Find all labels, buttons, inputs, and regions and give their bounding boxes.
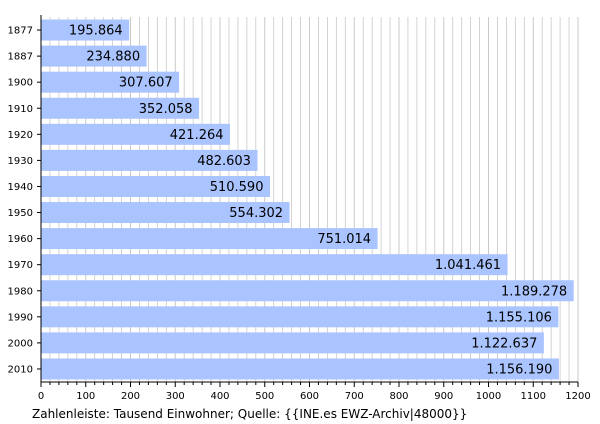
- y-tick-label: 1930: [8, 156, 33, 167]
- x-tick-label: 900: [434, 391, 453, 402]
- x-tick-label: 700: [345, 391, 364, 402]
- bar: [41, 280, 574, 302]
- bar-value-label: 307.607: [119, 76, 173, 91]
- x-tick-label: 500: [255, 391, 274, 402]
- bar-value-label: 195.864: [69, 24, 123, 39]
- bar: [41, 45, 147, 67]
- bar: [41, 306, 559, 328]
- x-tick-label: 400: [210, 391, 229, 402]
- y-tick-label: 1900: [8, 78, 33, 89]
- x-tick-label: 800: [389, 391, 408, 402]
- y-tick-label: 1887: [8, 52, 33, 63]
- bar: [41, 97, 200, 119]
- y-tick-label: 1940: [8, 182, 33, 193]
- labels: 195.864 1877 234.880 1887 307.607 1900 352.058…: [8, 24, 591, 402]
- y-tick-label: 1950: [8, 208, 33, 219]
- bar: [41, 254, 508, 276]
- bar-value-label: 1.041.461: [435, 258, 501, 273]
- bar-value-label: 1.189.278: [501, 284, 567, 299]
- bar-value-label: 352.058: [139, 102, 193, 117]
- y-tick-label: 2000: [8, 338, 33, 349]
- x-tick-label: 1200: [565, 391, 590, 402]
- bar-value-label: 554.302: [229, 206, 283, 221]
- bar-value-label: 421.264: [170, 128, 224, 143]
- bar: [41, 358, 559, 380]
- bar: [41, 202, 290, 224]
- bar: [41, 228, 378, 250]
- y-tick-label: 1910: [8, 104, 33, 115]
- y-tick-label: 1877: [8, 26, 33, 37]
- y-tick-label: 2010: [8, 364, 33, 375]
- y-tick-label: 1990: [8, 312, 33, 323]
- x-tick-label: 300: [166, 391, 185, 402]
- bar: [41, 123, 231, 145]
- x-tick-label: 1000: [476, 391, 501, 402]
- x-tick-label: 200: [121, 391, 140, 402]
- bar-value-label: 751.014: [317, 232, 371, 247]
- bar: [41, 175, 270, 197]
- bar-value-label: 1.155.106: [486, 310, 552, 325]
- x-tick-label: 100: [76, 391, 95, 402]
- bars: [41, 19, 574, 380]
- bar-value-label: 482.603: [197, 154, 251, 169]
- y-tick-label: 1960: [8, 234, 33, 245]
- bar-value-label: 1.156.190: [486, 362, 552, 377]
- bar: [41, 332, 544, 354]
- bar-value-label: 1.122.637: [471, 336, 537, 351]
- bar-value-label: 234.880: [86, 50, 140, 65]
- x-tick-label: 1100: [521, 391, 546, 402]
- x-tick-label: 600: [300, 391, 319, 402]
- y-tick-label: 1980: [8, 286, 33, 297]
- y-tick-label: 1920: [8, 130, 33, 141]
- bar: [41, 149, 258, 171]
- bar: [41, 71, 180, 93]
- bar: [41, 19, 130, 41]
- y-tick-label: 1970: [8, 260, 33, 271]
- bar-value-label: 510.590: [210, 180, 264, 195]
- x-tick-label: 0: [38, 391, 44, 402]
- axes: [37, 15, 579, 387]
- chart-caption: Zahlenleiste: Tausend Einwohner; Quelle:…: [32, 407, 467, 421]
